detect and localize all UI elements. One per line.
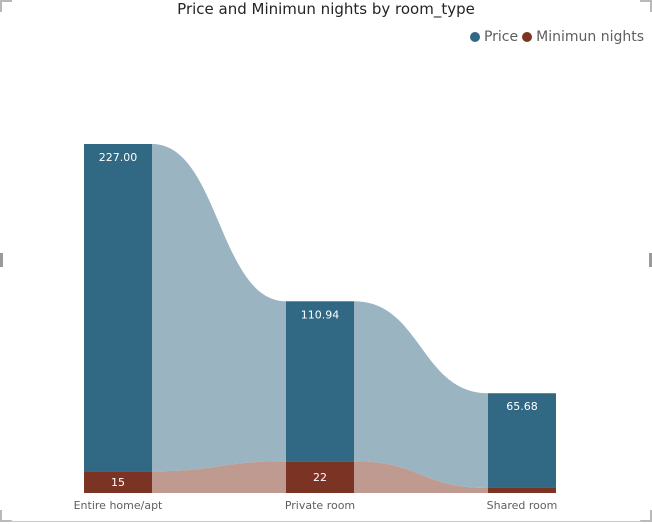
- resize-handle-right[interactable]: [649, 253, 652, 267]
- min-nights-data-label: 22: [313, 471, 327, 484]
- legend-item-price[interactable]: Price: [469, 29, 519, 45]
- legend-label-min-nights: Minimun nights: [536, 29, 644, 45]
- min-nights-bar: [488, 487, 556, 493]
- legend-item-min-nights[interactable]: Minimun nights: [522, 29, 644, 45]
- min-nights-data-label: 15: [111, 476, 125, 489]
- price-bar: [488, 393, 556, 488]
- price-bar: [286, 301, 354, 462]
- x-tick-label: Entire home/apt: [74, 499, 163, 512]
- price-ribbon: [152, 144, 286, 472]
- price-data-label: 65.68: [506, 400, 538, 413]
- price-data-label: 110.94: [301, 308, 340, 321]
- min-nights-ribbon: [354, 461, 488, 493]
- resize-handle-bottom-right[interactable]: [640, 510, 652, 522]
- resize-handle-top-left[interactable]: [0, 0, 12, 12]
- chart-title: Price and Minimun nights by room_type: [177, 0, 475, 18]
- price-ribbon: [354, 301, 488, 488]
- min-nights-bar: [286, 461, 354, 493]
- resize-handle-top-right[interactable]: [640, 0, 652, 12]
- legend-dot-price: [469, 32, 480, 42]
- min-nights-ribbon: [152, 461, 286, 493]
- x-tick-label: Shared room: [487, 499, 558, 512]
- chart-legend[interactable]: Price Minimun nights: [466, 29, 644, 45]
- legend-label-price: Price: [483, 29, 519, 45]
- legend-dot-min-nights: [522, 32, 533, 42]
- price-bar: [84, 144, 152, 472]
- x-tick-label: Private room: [285, 499, 355, 512]
- resize-handle-left[interactable]: [0, 253, 3, 267]
- resize-handle-bottom-left[interactable]: [0, 510, 12, 522]
- min-nights-bar: [84, 471, 152, 493]
- price-data-label: 227.00: [99, 151, 138, 164]
- frame-bottom-border: [10, 521, 642, 522]
